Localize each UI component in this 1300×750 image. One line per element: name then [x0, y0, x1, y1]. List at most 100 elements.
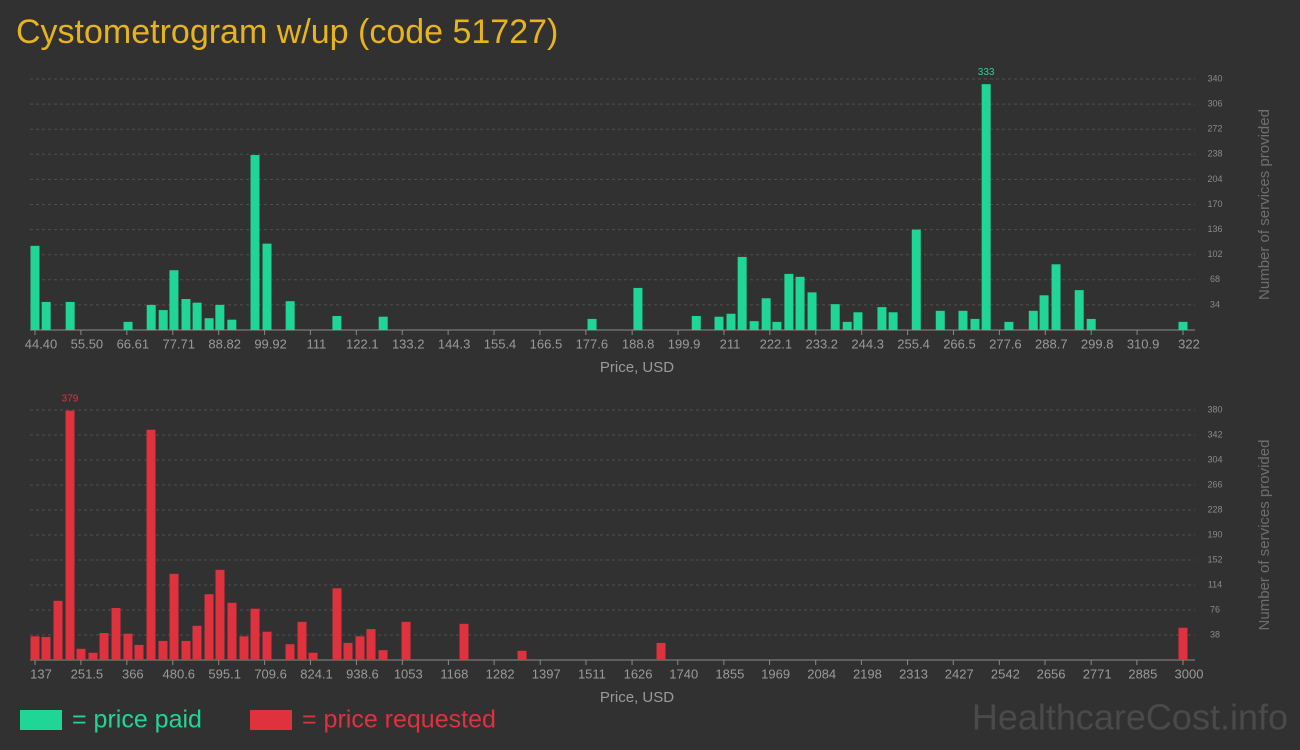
y-tick-label: 340 — [1207, 73, 1222, 83]
y-tick-label: 38 — [1210, 629, 1220, 639]
x-tick-label: 310.9 — [1127, 336, 1160, 351]
y-axis-label: Number of services provided — [1256, 440, 1273, 631]
bar — [30, 636, 40, 660]
bar — [726, 313, 736, 330]
y-tick-label: 306 — [1207, 98, 1222, 108]
y-tick-label: 136 — [1207, 224, 1222, 234]
bar — [146, 429, 156, 660]
x-tick-label: 266.5 — [943, 336, 976, 351]
bar — [262, 631, 272, 660]
x-tick-label: 251.5 — [71, 666, 104, 681]
bar — [1039, 295, 1049, 330]
x-tick-label: 288.7 — [1035, 336, 1068, 351]
x-tick-label: 122.1 — [346, 336, 379, 351]
bar — [807, 292, 817, 330]
x-tick-label: 2885 — [1128, 666, 1157, 681]
bar — [285, 644, 295, 660]
x-tick-label: 199.9 — [668, 336, 701, 351]
x-tick-label: 99.92 — [254, 336, 287, 351]
x-tick-label: 88.82 — [208, 336, 241, 351]
x-tick-label: 137 — [30, 666, 52, 681]
bar — [215, 304, 225, 330]
y-tick-label: 68 — [1210, 274, 1220, 284]
x-tick-label: 77.71 — [162, 336, 195, 351]
bar — [158, 310, 168, 330]
chart-title: Cystometrogram w/up (code 51727) — [16, 13, 558, 51]
bar — [169, 270, 179, 330]
y-tick-label: 152 — [1207, 554, 1222, 564]
x-tick-label: 1969 — [761, 666, 790, 681]
x-tick-label: 824.1 — [300, 666, 333, 681]
x-tick-label: 2084 — [807, 666, 836, 681]
data-label: 333 — [978, 67, 995, 78]
y-tick-label: 266 — [1207, 479, 1222, 489]
bar — [633, 287, 643, 330]
y-tick-label: 114 — [1208, 579, 1222, 589]
bar — [65, 301, 75, 330]
bar — [1086, 318, 1096, 330]
bar — [459, 623, 469, 660]
x-tick-label: 177.6 — [576, 336, 609, 351]
bar — [285, 301, 295, 330]
bar — [146, 304, 156, 330]
bar — [99, 633, 109, 660]
x-tick-label: 322 — [1178, 336, 1200, 351]
x-tick-label: 480.6 — [163, 666, 196, 681]
bar — [1028, 310, 1038, 330]
bar — [123, 633, 133, 660]
bar — [30, 245, 40, 330]
legend-label: = price requested — [302, 706, 496, 734]
x-tick-label: 1053 — [394, 666, 423, 681]
bar — [1178, 627, 1188, 660]
bar — [842, 321, 852, 330]
bar — [888, 312, 898, 330]
x-tick-label: 277.6 — [989, 336, 1022, 351]
data-label: 379 — [62, 393, 79, 404]
bar — [737, 256, 747, 330]
x-tick-label: 709.6 — [254, 666, 287, 681]
bar — [853, 312, 863, 330]
bar — [204, 318, 214, 330]
legend-swatch — [250, 710, 292, 730]
x-tick-label: 2198 — [853, 666, 882, 681]
y-tick-label: 238 — [1207, 149, 1222, 159]
bar — [401, 621, 411, 660]
bar — [517, 650, 527, 660]
bar — [830, 304, 840, 330]
y-tick-label: 342 — [1207, 429, 1222, 439]
bar — [41, 636, 51, 660]
y-tick-label: 204 — [1207, 174, 1222, 184]
bar — [65, 410, 75, 660]
bar — [308, 652, 318, 660]
x-tick-label: 211 — [720, 336, 741, 351]
bar — [239, 636, 249, 660]
bar — [250, 608, 260, 660]
x-tick-label: 2656 — [1037, 666, 1066, 681]
x-tick-label: 44.40 — [25, 336, 58, 351]
bar — [772, 321, 782, 330]
bar — [250, 155, 260, 330]
bar — [749, 321, 759, 330]
bar — [192, 625, 202, 660]
bar — [192, 302, 202, 330]
x-tick-label: 55.50 — [71, 336, 104, 351]
y-tick-label: 170 — [1207, 199, 1222, 209]
bar — [123, 321, 133, 330]
x-tick-label: 244.3 — [851, 336, 884, 351]
bar — [714, 316, 724, 330]
x-tick-label: 299.8 — [1081, 336, 1114, 351]
bar — [1004, 321, 1014, 330]
x-tick-label: 1282 — [486, 666, 515, 681]
x-tick-label: 2771 — [1083, 666, 1112, 681]
bar — [355, 636, 365, 660]
bar — [297, 621, 307, 660]
x-tick-label: 2427 — [945, 666, 974, 681]
x-tick-label: 1740 — [669, 666, 698, 681]
bar — [691, 315, 701, 330]
bar — [53, 600, 63, 660]
bar — [761, 298, 771, 330]
x-tick-label: 1168 — [440, 666, 468, 681]
x-tick-label: 133.2 — [392, 336, 425, 351]
bar — [262, 243, 272, 330]
